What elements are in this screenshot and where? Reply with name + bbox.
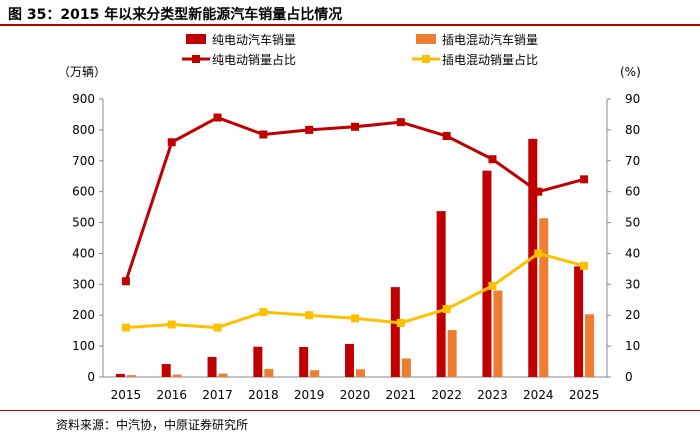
- bar-phev-sales: [356, 369, 365, 377]
- right-tick-label: 50: [625, 216, 640, 230]
- point-phev-share: [167, 320, 176, 329]
- right-tick-label: 40: [625, 246, 640, 260]
- line-bev-share: [124, 116, 585, 282]
- x-tick-label: 2017: [202, 388, 233, 402]
- right-tick-label: 10: [625, 339, 640, 353]
- point-bev-share: [396, 118, 405, 127]
- x-tick-label: 2019: [294, 388, 325, 402]
- bar-bev-sales: [345, 343, 354, 377]
- left-tick-label: 400: [72, 246, 95, 260]
- legend-marker-bev-share: [192, 55, 200, 63]
- bar-bev-sales: [161, 364, 171, 377]
- left-tick-label: 600: [72, 185, 95, 199]
- source-note: 资料来源：中汽协，中原证券研究所: [56, 418, 249, 432]
- bar-bev-sales: [299, 347, 309, 377]
- point-bev-share: [121, 277, 130, 286]
- point-bev-share: [488, 155, 497, 164]
- right-tick-label: 0: [625, 370, 633, 384]
- right-tick-label: 80: [625, 123, 640, 137]
- left-tick-label: 100: [72, 339, 95, 353]
- x-tick-label: 2020: [340, 388, 371, 402]
- bar-phev-sales: [218, 373, 228, 377]
- legend-swatch-phev-sales: [416, 34, 436, 44]
- title-rule: [0, 24, 700, 26]
- left-tick-label: 300: [72, 277, 95, 291]
- point-phev-share: [580, 261, 589, 270]
- bar-bev-sales: [436, 211, 446, 377]
- point-phev-share: [488, 281, 497, 290]
- x-tick-label: 2021: [386, 388, 417, 402]
- right-tick-label: 90: [625, 92, 640, 106]
- point-bev-share: [534, 187, 543, 196]
- point-phev-share: [396, 318, 405, 327]
- bar-bev-sales: [253, 346, 263, 377]
- source-rule: [0, 410, 700, 411]
- left-tick-label: 900: [72, 92, 95, 106]
- bar-phev-sales: [264, 368, 274, 377]
- point-phev-share: [121, 323, 130, 332]
- bar-bev-sales: [390, 287, 400, 377]
- left-tick-label: 700: [72, 154, 95, 168]
- bar-phev-sales: [172, 374, 182, 377]
- bar-phev-sales: [585, 314, 595, 377]
- x-tick-label: 2023: [477, 388, 508, 402]
- legend-marker-phev-share: [422, 55, 430, 63]
- bar-phev-sales: [401, 358, 411, 377]
- legend-label-phev-sales: 插电混动汽车销量: [442, 32, 538, 47]
- left-tick-label: 200: [72, 308, 95, 322]
- left-tick-label: 0: [87, 370, 95, 384]
- bar-phev-sales: [493, 290, 503, 377]
- bar-phev-sales: [126, 375, 136, 377]
- point-bev-share: [167, 138, 176, 147]
- right-tick-label: 30: [625, 277, 640, 291]
- bar-bev-sales: [207, 356, 217, 377]
- legend-label-bev-sales: 纯电动汽车销量: [212, 32, 296, 47]
- legend: 纯电动汽车销量 插电混动汽车销量 纯电动销量占比 插电混动销量占比: [182, 32, 538, 67]
- point-bev-share: [442, 132, 451, 141]
- legend-label-phev-share: 插电混动销量占比: [442, 52, 538, 67]
- x-tick-label: 2024: [523, 388, 554, 402]
- bar-phev-sales: [539, 218, 549, 377]
- point-bev-share: [259, 130, 268, 139]
- bar-bev-sales: [115, 373, 125, 377]
- figure-title: 图 35：2015 年以来分类型新能源汽车销量占比情况: [8, 7, 343, 23]
- point-phev-share: [259, 308, 268, 317]
- right-axis-unit: (%): [620, 65, 641, 79]
- x-tick-label: 2025: [569, 388, 600, 402]
- bar-phev-sales: [447, 330, 457, 377]
- bar-bev-sales: [482, 170, 492, 377]
- left-tick-label: 500: [72, 216, 95, 230]
- bar-bev-sales: [574, 266, 584, 377]
- x-tick-label: 2022: [431, 388, 462, 402]
- bar-phev-sales: [310, 370, 320, 377]
- point-bev-share: [305, 125, 314, 134]
- left-axis-unit: （万辆）: [58, 65, 106, 79]
- left-tick-label: 800: [72, 123, 95, 137]
- right-tick-label: 60: [625, 185, 640, 199]
- x-tick-label: 2018: [248, 388, 279, 402]
- x-tick-label: 2015: [111, 388, 142, 402]
- point-bev-share: [213, 113, 222, 122]
- point-phev-share: [305, 311, 314, 320]
- right-tick-label: 70: [625, 154, 640, 168]
- legend-swatch-bev-sales: [186, 34, 206, 44]
- point-phev-share: [351, 314, 359, 323]
- point-phev-share: [213, 323, 222, 332]
- point-bev-share: [580, 175, 589, 184]
- point-phev-share: [534, 249, 543, 258]
- right-tick-label: 20: [625, 308, 640, 322]
- point-bev-share: [351, 122, 359, 131]
- x-tick-label: 2016: [156, 388, 187, 402]
- legend-label-bev-share: 纯电动销量占比: [212, 52, 296, 67]
- point-phev-share: [442, 305, 451, 314]
